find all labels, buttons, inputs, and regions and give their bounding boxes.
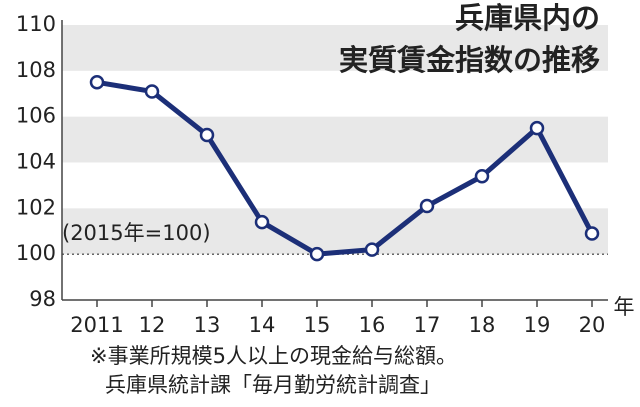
- grid-band: [62, 208, 608, 255]
- chart-title: 兵庫県内の: [455, 1, 600, 35]
- marker: [474, 169, 490, 184]
- y-tick-label: 104: [16, 150, 56, 174]
- x-tick-label: 16: [359, 313, 386, 337]
- line: [96, 79, 595, 257]
- marker: [144, 84, 160, 99]
- x-tick-label: 20: [579, 313, 606, 337]
- y-tick-label: 102: [16, 195, 56, 219]
- x-unit: 年: [614, 295, 635, 319]
- chart-title: 実質賃金指数の推移: [339, 43, 600, 77]
- x-tick-label: 18: [469, 313, 496, 337]
- y-tick-label: 110: [16, 12, 56, 36]
- marker: [529, 120, 545, 136]
- grid-band: [62, 25, 608, 71]
- marker: [199, 127, 215, 143]
- marker: [254, 214, 270, 230]
- note: 兵庫県統計課「毎月勤労統計調査」: [105, 373, 441, 397]
- marker: [309, 246, 325, 262]
- x-tick-label: 14: [249, 313, 276, 337]
- x-tick-label: 19: [524, 313, 551, 337]
- y-tick-label: 106: [16, 104, 56, 128]
- marker: [89, 75, 105, 90]
- y-tick-label: 98: [29, 287, 56, 311]
- note: ※事業所規模5人以上の現金給与総額。: [90, 344, 457, 368]
- marker: [364, 242, 380, 257]
- grid-band: [62, 116, 608, 163]
- y-tick-label: 108: [16, 58, 56, 82]
- marker: [419, 198, 435, 214]
- x-tick-label: 15: [304, 313, 331, 337]
- marker: [584, 226, 600, 241]
- x-tick-label: 2011: [70, 313, 123, 337]
- x-tick-label: 13: [194, 313, 221, 337]
- annotation: (2015年=100): [62, 221, 211, 245]
- y-tick-label: 100: [16, 241, 56, 265]
- x-tick-label: 12: [139, 313, 166, 337]
- x-tick-label: 17: [414, 313, 441, 337]
